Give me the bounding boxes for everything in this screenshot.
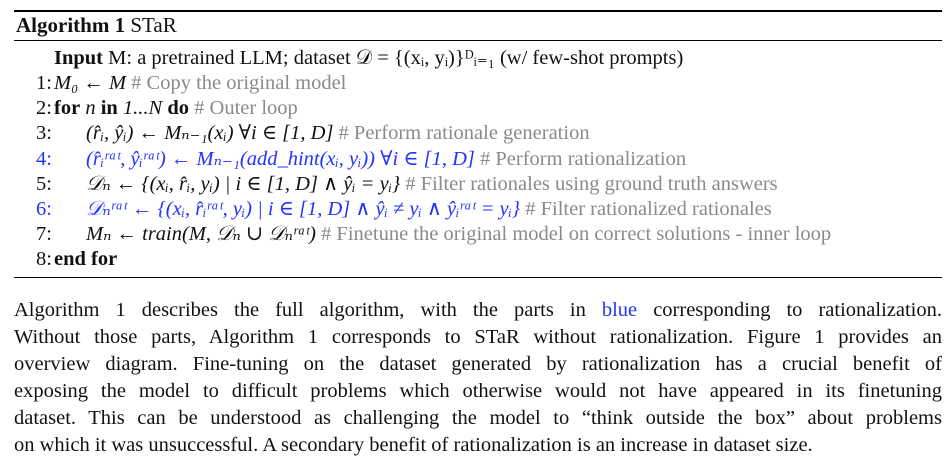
blue-word: blue	[601, 299, 638, 321]
line-comment: # Filter rationales using ground truth a…	[405, 172, 778, 195]
paragraph-line: Without those parts, Algorithm 1 corresp…	[14, 326, 942, 348]
algorithm-label: Algorithm 1	[16, 13, 126, 37]
algorithm-line-6: 6: 𝒟ₙʳᵃᵗ ← {(xᵢ, r̂ᵢʳᵃᵗ, yᵢ) | i ∈ [1, D…	[14, 197, 942, 222]
algorithm-header-rule	[14, 40, 942, 41]
paragraph-line: exposing the model to difficult problems…	[14, 380, 942, 402]
paragraph-line: overview diagram. Fine-tuning on the dat…	[14, 353, 942, 375]
algorithm-bottom-rule	[14, 276, 942, 278]
keyword-end-for: end for	[54, 248, 118, 271]
line-comment: # Copy the original model	[131, 72, 347, 94]
input-text: M: a pretrained LLM; dataset 𝒟 = {(xᵢ, y…	[108, 47, 684, 69]
line-number: 4:	[36, 147, 52, 170]
line-comment: # Perform rationalization	[480, 147, 687, 170]
algorithm-line-5: 5: 𝒟ₙ ← {(xᵢ, r̂ᵢ, yᵢ) | i ∈ [1, D] ∧ ŷᵢ…	[14, 172, 942, 197]
line-code: (r̂ᵢ, ŷᵢ) ← Mₙ₋₁(xᵢ) ∀i ∈ [1, D]	[86, 122, 334, 145]
algorithm-line-2: 2: for n in 1...N do # Outer loop	[14, 96, 942, 121]
keyword-in: in	[100, 97, 118, 120]
keyword-do: do	[167, 97, 190, 120]
line-comment: # Outer loop	[194, 97, 298, 120]
line-comment: # Finetune the original model on correct…	[321, 223, 832, 246]
line-code: (r̂ᵢʳᵃᵗ, ŷᵢʳᵃᵗ) ← Mₙ₋₁(add_hint(xᵢ, yᵢ))…	[86, 147, 475, 170]
input-keyword: Input	[54, 47, 104, 69]
algorithm-top-rule	[14, 10, 942, 12]
line-comment: # Filter rationalized rationales	[525, 197, 772, 220]
line-code: 𝒟ₙʳᵃᵗ ← {(xᵢ, r̂ᵢʳᵃᵗ, yᵢ) | i ∈ [1, D] ∧…	[86, 197, 521, 220]
algorithm-name: STaR	[130, 13, 177, 37]
keyword-for: for	[54, 97, 81, 120]
line-comment: # Perform rationale generation	[338, 122, 590, 145]
line-number: 5:	[36, 172, 52, 195]
algorithm-line-4: 4: (r̂ᵢʳᵃᵗ, ŷᵢʳᵃᵗ) ← Mₙ₋₁(add_hint(xᵢ, y…	[14, 147, 942, 172]
line-code: Mₙ ← train(M, 𝒟ₙ ∪ 𝒟ₙʳᵃᵗ)	[86, 223, 316, 246]
paragraph-line: Algorithm 1 describes the full algorithm…	[14, 299, 942, 321]
line-number: 1:	[36, 72, 52, 94]
line-number: 2:	[36, 97, 52, 120]
algorithm-title: Algorithm 1 STaR	[14, 12, 942, 38]
line-code: 𝒟ₙ ← {(xᵢ, r̂ᵢ, yᵢ) | i ∈ [1, D] ∧ ŷᵢ = …	[86, 172, 401, 195]
algorithm-line-1: 1: M₀ ← M # Copy the original model	[14, 71, 942, 96]
algorithm-input: Input M: a pretrained LLM; dataset 𝒟 = {…	[14, 45, 942, 71]
line-number: 8:	[36, 248, 52, 271]
line-number: 3:	[36, 122, 52, 145]
line-number: 6:	[36, 197, 52, 220]
paragraph-line: on which it was unsuccessful. A secondar…	[14, 434, 813, 456]
paragraph-line: dataset. This can be understood as chall…	[14, 407, 942, 429]
body-paragraph: Algorithm 1 describes the full algorithm…	[14, 297, 942, 459]
line-code: M₀ ← M	[54, 72, 127, 94]
algorithm-line-7: 7: Mₙ ← train(M, 𝒟ₙ ∪ 𝒟ₙʳᵃᵗ) # Finetune …	[14, 222, 942, 247]
loop-range: 1...N	[122, 97, 163, 120]
algorithm-block: Algorithm 1 STaR Input M: a pretrained L…	[14, 10, 942, 278]
loop-variable: n	[85, 97, 96, 120]
line-number: 7:	[36, 223, 52, 246]
algorithm-line-8: 8: end for	[14, 247, 942, 272]
algorithm-line-3: 3: (r̂ᵢ, ŷᵢ) ← Mₙ₋₁(xᵢ) ∀i ∈ [1, D] # Pe…	[14, 121, 942, 146]
